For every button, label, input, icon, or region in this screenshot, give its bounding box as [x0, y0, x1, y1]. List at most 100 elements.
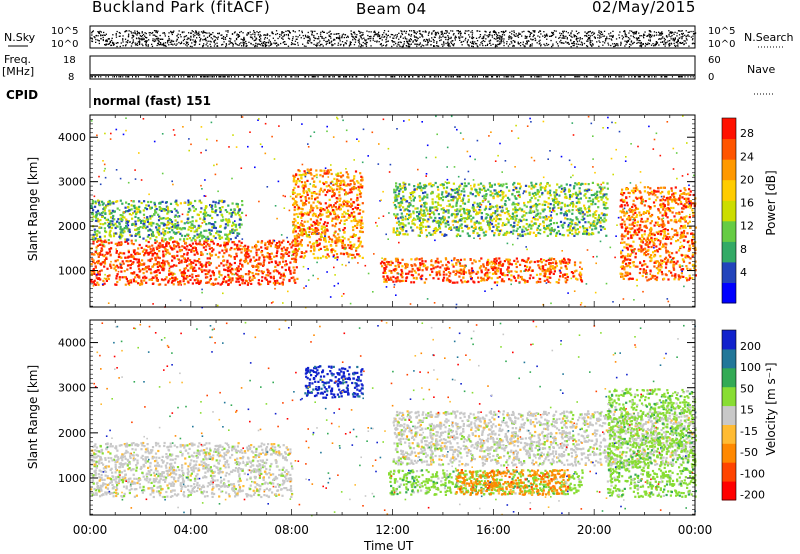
noise-dot — [489, 32, 491, 34]
power-cell — [100, 262, 103, 265]
power-cell — [127, 242, 130, 245]
noise-dot — [355, 36, 358, 38]
noise-dot — [486, 34, 488, 37]
power-cell — [336, 214, 339, 217]
noise-dot — [268, 45, 270, 47]
noise-dot — [468, 30, 470, 32]
noise-dot — [346, 40, 348, 42]
noise-dot — [520, 42, 522, 44]
power-cell — [158, 271, 161, 274]
noise-dot — [318, 38, 320, 40]
power-cell — [468, 269, 471, 272]
power-cell — [205, 245, 208, 248]
noise-dot — [489, 33, 491, 36]
power-cell — [569, 184, 572, 187]
power-cell — [356, 253, 359, 256]
noise-dot — [361, 34, 363, 36]
power-cell — [455, 215, 458, 218]
power-cell — [257, 266, 260, 269]
noise-dot — [316, 42, 318, 44]
noise-dot — [534, 31, 536, 33]
noise-dot — [130, 30, 132, 33]
noise-dot — [497, 43, 499, 46]
power-cell — [324, 181, 328, 184]
power-cell — [225, 263, 228, 266]
nave-dot — [595, 76, 597, 78]
power-cell — [536, 260, 539, 263]
power-cell — [189, 259, 192, 262]
noise-dot — [229, 40, 231, 42]
noise-dot — [374, 40, 376, 42]
noise-dot — [581, 38, 583, 40]
noise-dot — [434, 45, 436, 47]
noise-dot — [186, 41, 188, 44]
noise-dot — [393, 44, 395, 46]
power-cell — [229, 270, 232, 273]
noise-dot — [210, 45, 212, 48]
power-cell — [304, 197, 307, 200]
power-cell — [90, 280, 93, 283]
noise-dot — [673, 40, 675, 42]
noise-dot — [693, 43, 695, 45]
noise-dot — [376, 41, 378, 43]
power-cell — [208, 252, 212, 255]
nave-dot — [464, 76, 466, 78]
nave-dot — [408, 76, 409, 78]
power-cell — [554, 260, 557, 263]
power-cell — [209, 254, 212, 257]
power-cell — [129, 267, 132, 270]
noise-dot — [425, 31, 427, 33]
noise-dot — [385, 41, 387, 43]
power-cell — [313, 242, 316, 245]
power-cell — [295, 174, 298, 177]
power-cell — [150, 257, 153, 260]
power-cell — [475, 213, 478, 216]
power-cell — [453, 258, 456, 261]
power-cell — [360, 216, 363, 219]
power-cell — [323, 239, 326, 242]
noise-dot — [240, 30, 242, 33]
nave-dot — [540, 76, 542, 78]
noise-dot — [254, 32, 256, 34]
power-cell — [261, 276, 264, 279]
noise-dot — [513, 35, 516, 37]
noise-dot — [350, 33, 352, 35]
noise-dot — [459, 39, 461, 41]
power-cell — [108, 274, 111, 277]
power-cell — [442, 207, 445, 210]
power-cell — [519, 270, 522, 273]
power-cell — [485, 278, 489, 282]
power-cell — [301, 194, 304, 198]
power-cell — [561, 187, 564, 190]
noise-dot — [610, 38, 612, 40]
power-cell — [303, 212, 306, 215]
noise-dot — [200, 38, 202, 40]
power-cell — [100, 269, 103, 272]
noise-dot — [289, 32, 291, 34]
nave-dot — [285, 76, 287, 78]
power-cell — [343, 189, 346, 192]
power-cell — [314, 221, 317, 224]
noise-dot — [308, 36, 310, 38]
power-cell — [145, 270, 148, 273]
noise-dot — [264, 43, 266, 46]
noise-dot — [207, 40, 209, 42]
noise-dot — [138, 37, 140, 39]
power-cell — [300, 207, 303, 210]
noise-dot — [202, 30, 205, 32]
power-cell — [262, 263, 265, 266]
power-cell — [92, 242, 95, 245]
power-cell — [233, 248, 236, 251]
noise-dot — [450, 42, 453, 45]
noise-dot — [570, 40, 572, 42]
nave-dot — [230, 76, 232, 78]
nave-dot — [459, 76, 461, 78]
power-cell — [237, 265, 240, 268]
power-cell — [102, 261, 105, 264]
nave-dot — [392, 76, 394, 78]
noise-dot — [645, 43, 648, 46]
noise-dot — [158, 41, 160, 43]
power-cell — [293, 206, 296, 209]
noise-dot — [551, 32, 554, 35]
power-cell — [350, 198, 353, 201]
